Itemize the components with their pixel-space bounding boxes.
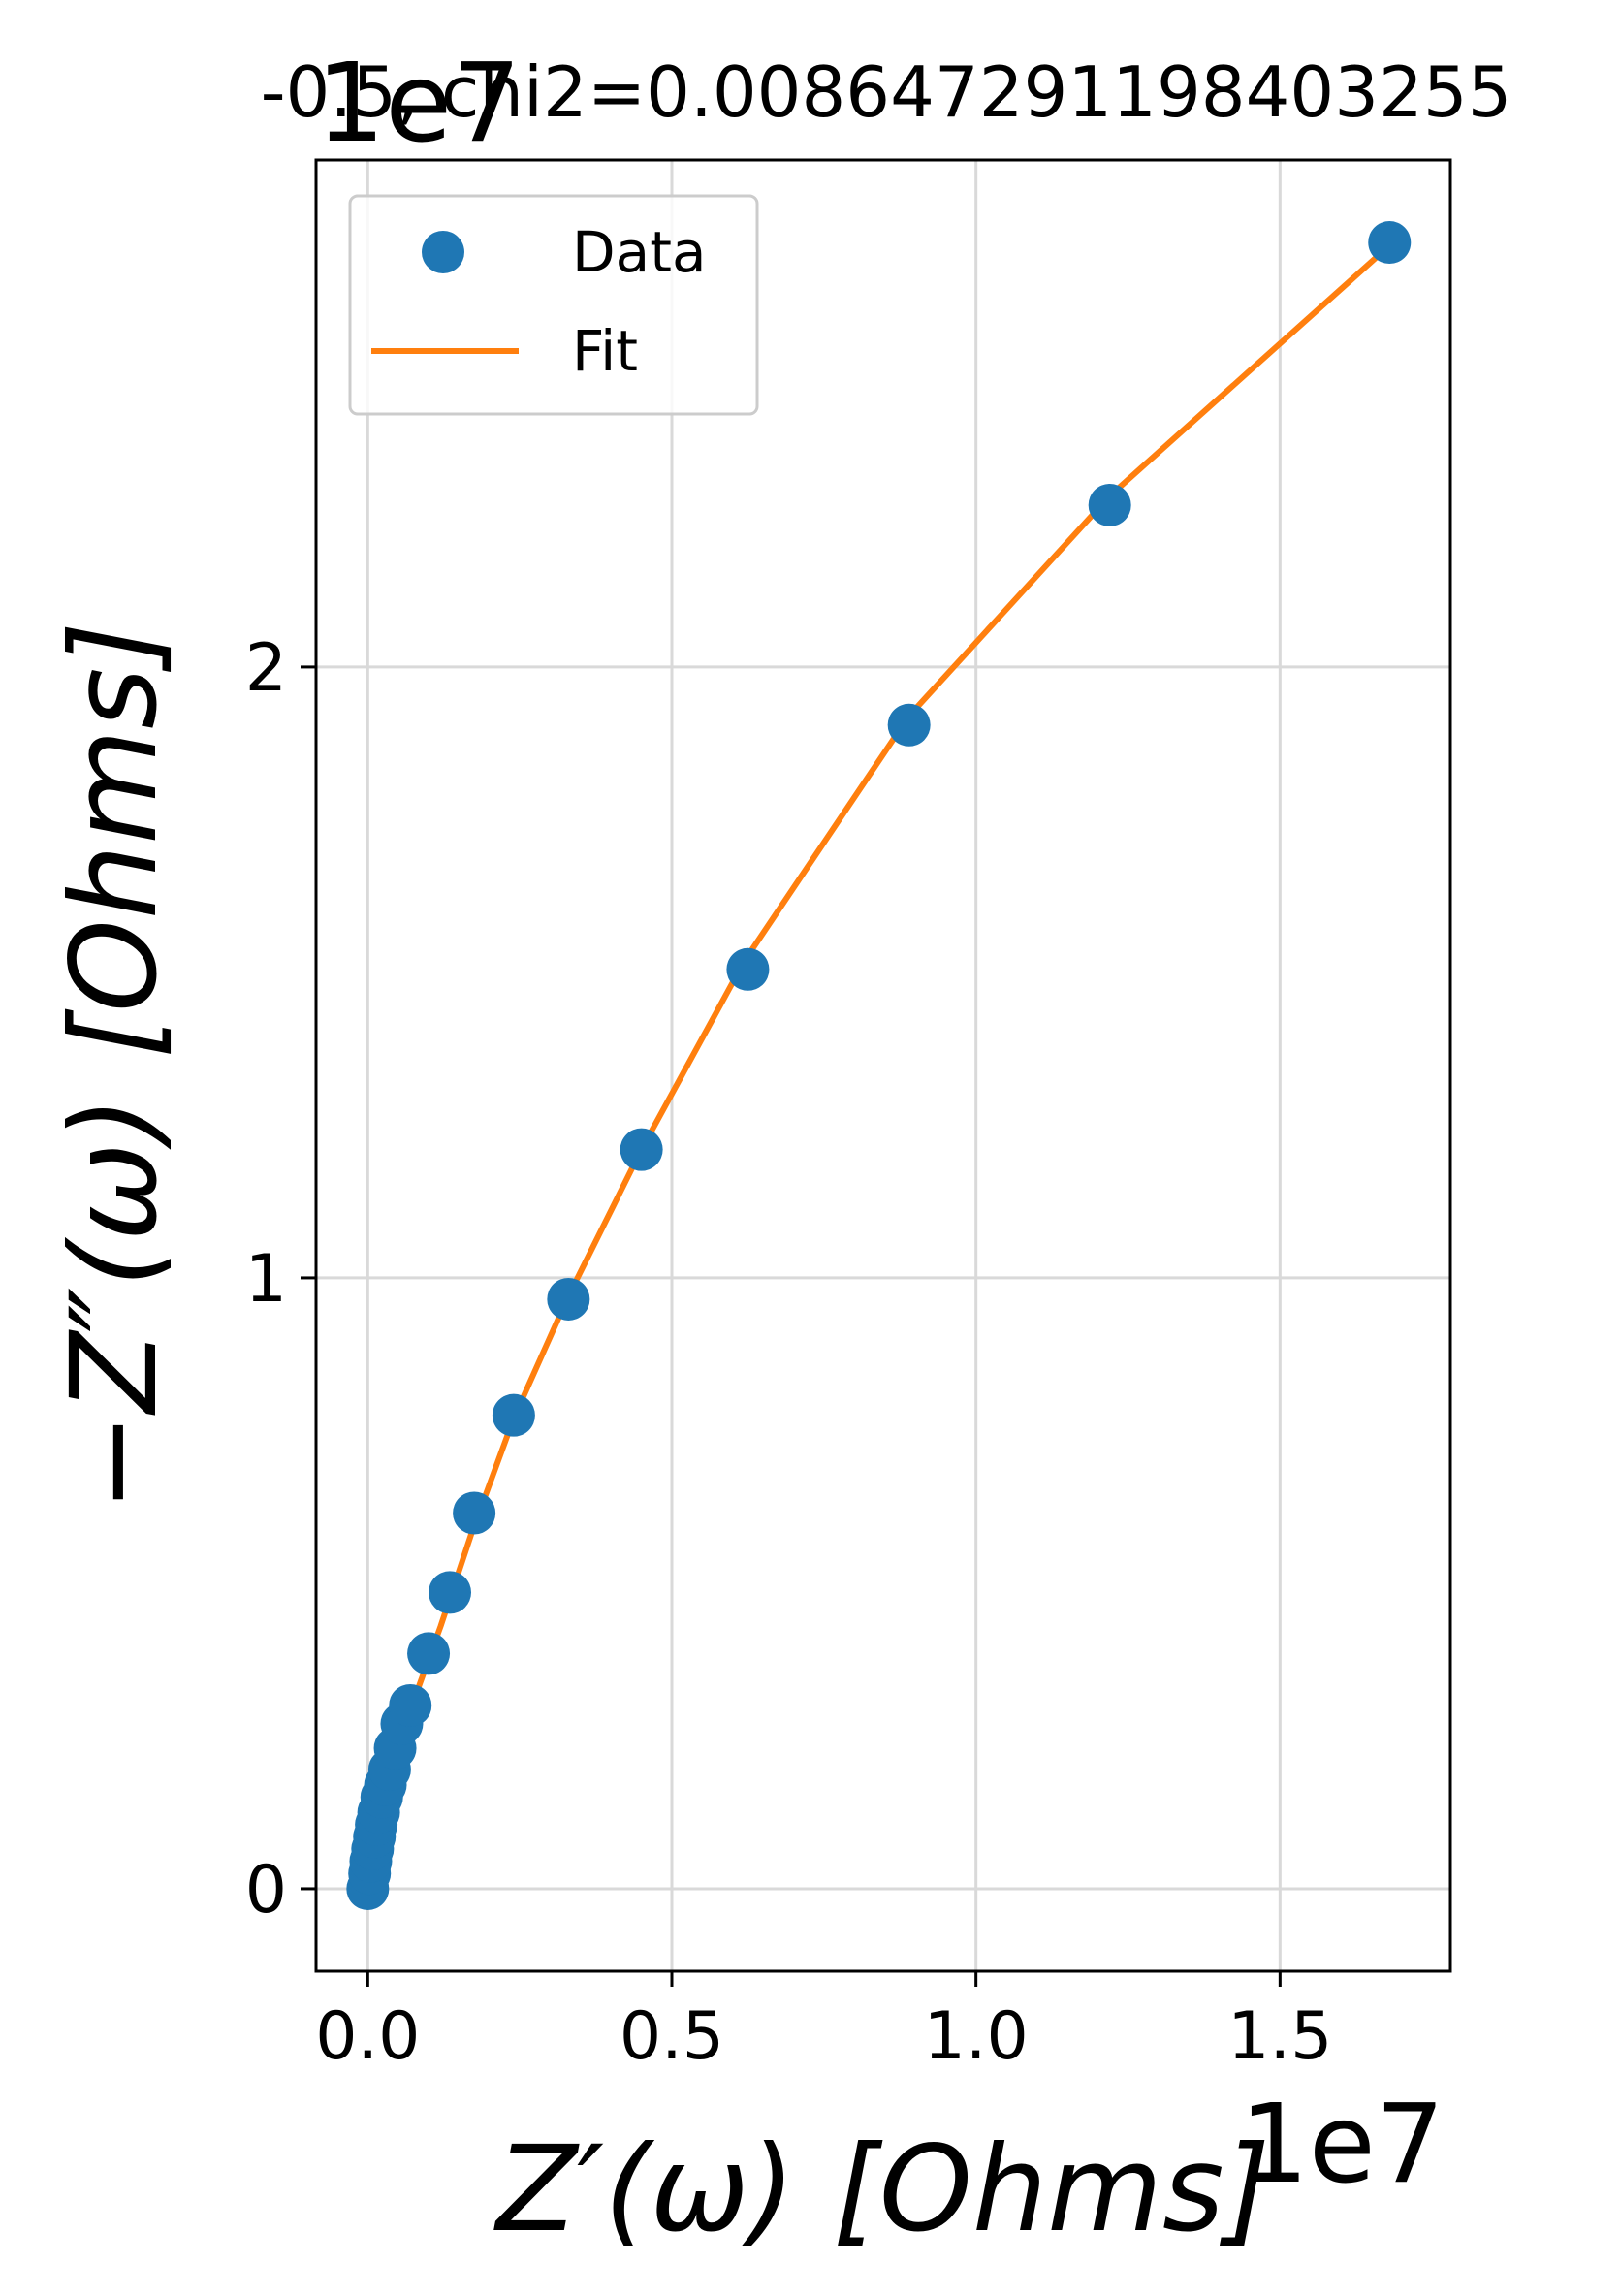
data-points-layer xyxy=(346,221,1412,1910)
x-tick-label: 0.0 xyxy=(315,1998,420,2075)
x-tick-label: 1.5 xyxy=(1227,1998,1332,2075)
data-point xyxy=(1368,221,1412,265)
y-axis-label: −Z″(ω) [Ohms] xyxy=(46,622,183,1512)
data-point xyxy=(620,1128,663,1171)
y-tick-label: 1 xyxy=(245,1241,287,1318)
legend-data-label: Data xyxy=(572,219,707,285)
grid xyxy=(316,160,1450,1971)
data-point xyxy=(726,947,770,991)
x-tick-label: 0.5 xyxy=(620,1998,724,2075)
y-tick-label: 2 xyxy=(245,630,287,707)
axis-ticks: 0.0 0.5 1.0 1.5 0 1 2 xyxy=(245,630,1333,2075)
data-point xyxy=(389,1683,432,1727)
fit-line-layer xyxy=(365,242,1392,1890)
data-point xyxy=(547,1277,590,1321)
x-tick-label: 1.0 xyxy=(924,1998,1029,2075)
legend-fit-label: Fit xyxy=(572,318,638,384)
y-axis-offset: 1e7 xyxy=(316,41,521,167)
data-point xyxy=(453,1491,496,1535)
legend-data-marker xyxy=(422,231,464,273)
data-point xyxy=(429,1571,472,1614)
plot-frame xyxy=(314,158,1452,1973)
data-point xyxy=(407,1632,451,1675)
legend: Data Fit xyxy=(348,194,759,416)
fit-line xyxy=(365,242,1392,1890)
y-tick-label: 0 xyxy=(245,1852,287,1929)
x-axis-label: Z′(ω) [Ohms] xyxy=(493,2121,1270,2258)
data-point xyxy=(492,1393,535,1437)
data-point xyxy=(1088,483,1131,526)
chart-title: -0.5, chi2=0.008647291198403255 xyxy=(261,51,1512,133)
x-axis-offset: 1e7 xyxy=(1240,2082,1445,2208)
data-point xyxy=(887,703,931,747)
